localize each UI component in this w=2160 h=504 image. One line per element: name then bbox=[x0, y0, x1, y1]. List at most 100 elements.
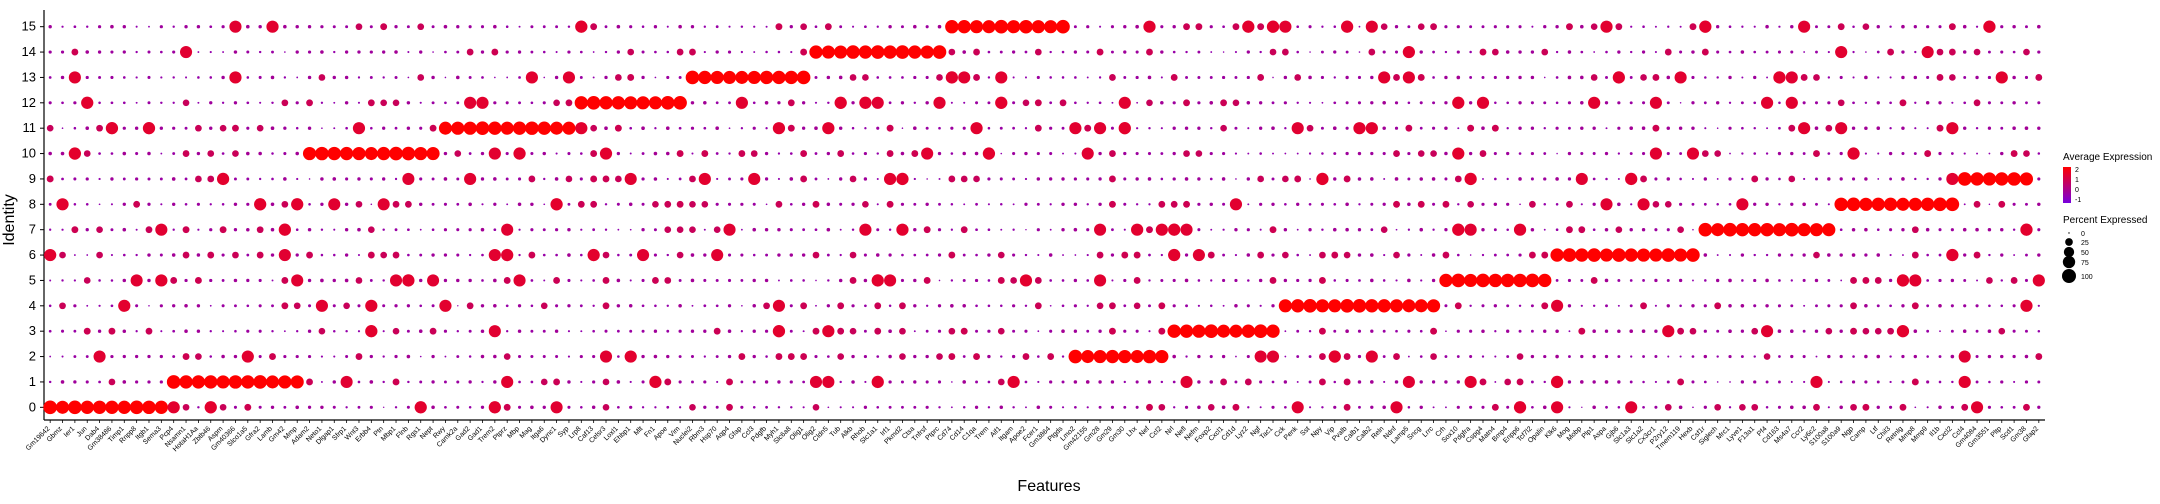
dot bbox=[1109, 150, 1116, 157]
dot bbox=[1074, 152, 1077, 155]
dot bbox=[1320, 202, 1324, 206]
size-legend-dot bbox=[2065, 238, 2073, 246]
dot bbox=[913, 177, 916, 181]
dot bbox=[1691, 304, 1695, 308]
dot bbox=[2037, 304, 2040, 307]
dot bbox=[1951, 101, 1954, 104]
dot bbox=[456, 75, 460, 80]
dot bbox=[1740, 304, 1745, 308]
dot bbox=[1452, 96, 1465, 109]
dot bbox=[270, 126, 275, 130]
dot bbox=[1625, 172, 1638, 186]
dot bbox=[1135, 329, 1139, 333]
dot bbox=[925, 253, 929, 257]
dot bbox=[427, 274, 440, 287]
dot bbox=[307, 50, 312, 54]
dot bbox=[1098, 202, 1102, 207]
dot bbox=[1630, 355, 1633, 358]
dot bbox=[862, 74, 869, 81]
dot bbox=[1667, 25, 1670, 28]
dot bbox=[1938, 304, 1942, 308]
dot bbox=[1258, 101, 1263, 105]
dot bbox=[937, 228, 942, 232]
dot bbox=[592, 380, 596, 384]
dot bbox=[1308, 355, 1312, 359]
dot bbox=[98, 75, 102, 79]
dot bbox=[2035, 353, 2043, 360]
dot bbox=[1926, 253, 1929, 257]
dot bbox=[530, 405, 534, 410]
dot bbox=[678, 278, 682, 282]
dot bbox=[1827, 50, 1830, 54]
dot bbox=[456, 101, 460, 105]
dot bbox=[550, 121, 564, 135]
dot bbox=[1976, 152, 1979, 155]
dot bbox=[295, 24, 299, 29]
dot bbox=[1938, 278, 1942, 283]
dot bbox=[1936, 48, 1944, 56]
dot bbox=[1209, 151, 1213, 156]
dot bbox=[1938, 25, 1942, 29]
dot bbox=[778, 279, 780, 282]
dot bbox=[1358, 51, 1361, 53]
dot bbox=[826, 253, 830, 257]
dot bbox=[849, 74, 857, 81]
dot bbox=[937, 151, 942, 156]
dot bbox=[1703, 354, 1708, 359]
dot bbox=[1493, 228, 1497, 232]
dot bbox=[846, 45, 860, 59]
dot bbox=[1296, 253, 1300, 257]
dot bbox=[1889, 127, 1892, 130]
dot bbox=[246, 24, 250, 29]
dot bbox=[339, 146, 354, 161]
dot bbox=[1555, 50, 1559, 54]
dot bbox=[1259, 50, 1262, 54]
dot bbox=[1345, 75, 1349, 80]
dot bbox=[641, 25, 645, 28]
dot bbox=[1975, 126, 1979, 130]
dot bbox=[1640, 74, 1647, 81]
dot bbox=[61, 279, 64, 282]
dot bbox=[1810, 375, 1823, 389]
dot bbox=[1938, 228, 1942, 232]
dot bbox=[429, 327, 437, 335]
dot bbox=[81, 96, 94, 109]
dot bbox=[73, 355, 77, 359]
dot bbox=[883, 45, 897, 59]
dot bbox=[443, 202, 448, 206]
dot bbox=[575, 20, 588, 33]
dot bbox=[357, 254, 361, 257]
dot bbox=[809, 45, 823, 59]
dot bbox=[1148, 203, 1151, 206]
dot bbox=[296, 330, 299, 333]
dot bbox=[685, 70, 700, 85]
dot bbox=[2019, 172, 2034, 186]
dot bbox=[344, 253, 349, 257]
dot bbox=[122, 253, 126, 257]
dot bbox=[802, 330, 805, 333]
dot bbox=[1328, 350, 1341, 363]
dot bbox=[764, 101, 769, 105]
dot bbox=[1604, 278, 1609, 283]
dot bbox=[586, 96, 601, 110]
dot bbox=[649, 375, 662, 389]
dot bbox=[1370, 228, 1374, 232]
dot bbox=[1641, 50, 1646, 54]
dot bbox=[171, 253, 176, 257]
dot bbox=[270, 202, 275, 207]
dot bbox=[703, 329, 707, 333]
dot bbox=[1698, 222, 1713, 237]
dot bbox=[1531, 25, 1534, 28]
dot bbox=[1587, 248, 1601, 262]
dot bbox=[1716, 254, 1719, 257]
dot bbox=[775, 353, 783, 360]
dot bbox=[357, 50, 361, 54]
dot bbox=[1555, 354, 1559, 359]
dot bbox=[369, 177, 373, 181]
dot bbox=[172, 304, 176, 308]
dot bbox=[678, 126, 682, 130]
dot bbox=[135, 228, 138, 231]
dot bbox=[1911, 378, 1919, 386]
dot bbox=[1580, 354, 1584, 359]
dot bbox=[1340, 299, 1354, 313]
